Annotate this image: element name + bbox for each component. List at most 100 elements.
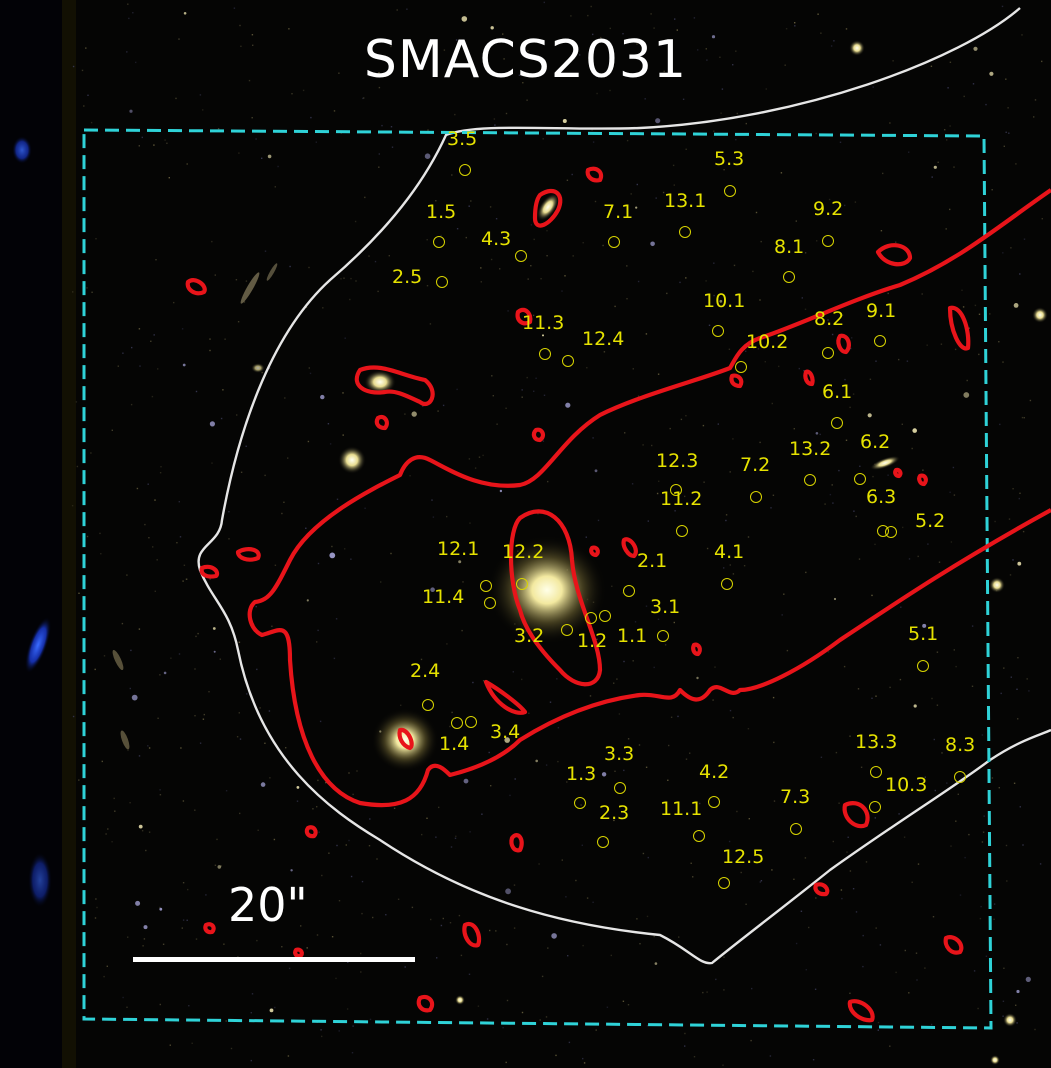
- image-label-10-2: 10.2: [746, 331, 789, 353]
- sky-noise: [71, 1, 1043, 1066]
- image-label-4-2: 4.2: [699, 761, 730, 783]
- critical-curve-blob-5: [199, 564, 220, 579]
- image-label-5-2: 5.2: [915, 510, 946, 532]
- critical-curve-blob-1: [185, 278, 207, 296]
- left-edge-strip: [0, 0, 62, 1068]
- image-label-12-4: 12.4: [582, 328, 625, 350]
- image-label-2-3: 2.3: [599, 802, 630, 824]
- image-label-9-2: 9.2: [813, 198, 844, 220]
- image-marker-7-2: [750, 491, 762, 503]
- blue-galaxy-bottom-left: [28, 852, 52, 908]
- critical-curve-blob-19: [374, 414, 389, 431]
- image-marker-3-1: [599, 610, 611, 622]
- critical-curve-blob-11: [416, 994, 435, 1013]
- critical-curve-arc-top: [532, 188, 563, 228]
- image-label-11-2: 11.2: [660, 488, 703, 510]
- image-marker-13-3: [870, 766, 882, 778]
- galaxy-small-1: [120, 730, 130, 750]
- scale-bar: [133, 957, 415, 962]
- image-marker-4-1: [721, 578, 733, 590]
- image-label-11-4: 11.4: [422, 586, 465, 608]
- critical-curve-blob-21: [803, 369, 815, 387]
- galaxy-right-star: [989, 577, 1005, 593]
- image-marker-12-2: [516, 578, 528, 590]
- outer-critical-curve: [247, 188, 1051, 808]
- image-marker-10-3: [869, 801, 881, 813]
- galaxy-bright-star: [338, 446, 366, 474]
- critical-curve-blob-10: [943, 935, 964, 955]
- image-label-2-1: 2.1: [637, 550, 668, 572]
- critical-curve-blob-25: [917, 473, 928, 487]
- galaxy-left-streak: [240, 272, 260, 304]
- image-marker-5-1: [917, 660, 929, 672]
- image-label-4-1: 4.1: [714, 541, 745, 563]
- image-label-12-5: 12.5: [722, 846, 765, 868]
- image-marker-7-1: [608, 236, 620, 248]
- image-marker-1-5: [433, 236, 445, 248]
- image-label-11-1: 11.1: [660, 798, 703, 820]
- critical-curve-blob-7: [842, 801, 870, 829]
- image-marker-4-3: [515, 250, 527, 262]
- critical-curve-blob-8: [509, 833, 524, 853]
- image-marker-12-1: [480, 580, 492, 592]
- critical-curve-blob-6: [397, 727, 414, 751]
- image-label-11-3: 11.3: [522, 312, 565, 334]
- image-marker-11-1: [693, 830, 705, 842]
- image-label-2-5: 2.5: [392, 266, 423, 288]
- image-marker-3-4: [465, 716, 477, 728]
- image-label-13-1: 13.1: [664, 190, 707, 212]
- image-marker-3-5: [459, 164, 471, 176]
- critical-curve-blob-26: [893, 467, 903, 479]
- galaxy-upper-pair: [364, 370, 396, 394]
- image-label-13-2: 13.2: [789, 438, 832, 460]
- image-label-6-1: 6.1: [822, 381, 853, 403]
- image-label-6-3: 6.3: [866, 486, 897, 508]
- image-marker-2-1: [623, 585, 635, 597]
- critical-curve-blob-2: [515, 307, 533, 326]
- image-label-3-4: 3.4: [490, 721, 521, 743]
- critical-curve-blob-22: [729, 373, 744, 389]
- galaxy-top-star: [849, 40, 865, 56]
- image-marker-12-4: [562, 355, 574, 367]
- critical-curve-blob-13: [621, 537, 638, 559]
- critical-curve-blob-3: [585, 166, 604, 183]
- image-marker-4-2: [708, 796, 720, 808]
- critical-curve-blob-14: [813, 882, 830, 897]
- galaxy-lower-right: [1003, 1013, 1017, 1027]
- image-marker-5-2: [885, 526, 897, 538]
- image-marker-2-5: [436, 276, 448, 288]
- critical-curve-blob-20: [836, 333, 851, 355]
- image-label-10-3: 10.3: [885, 774, 928, 796]
- image-label-13-3: 13.3: [855, 731, 898, 753]
- image-label-1-4: 1.4: [439, 733, 470, 755]
- image-marker-6-1: [831, 417, 843, 429]
- galaxy-right-elong: [869, 455, 901, 471]
- image-label-1-3: 1.3: [566, 763, 597, 785]
- galaxy-small-4: [455, 995, 465, 1005]
- critical-curve-blob-9: [462, 921, 482, 948]
- figure-title: SMACS2031: [363, 30, 688, 90]
- galaxy-far-right: [1032, 307, 1048, 323]
- image-marker-11-4: [484, 597, 496, 609]
- image-label-1-2: 1.2: [577, 630, 608, 652]
- image-marker-1-3: [574, 797, 586, 809]
- critical-curve-blob-23: [589, 545, 600, 558]
- image-label-2-4: 2.4: [410, 660, 441, 682]
- critical-curve-blob-16: [203, 922, 216, 935]
- image-label-9-1: 9.1: [866, 300, 897, 322]
- image-marker-2-4: [422, 699, 434, 711]
- image-marker-8-3: [954, 771, 966, 783]
- white-caustic-curve: [197, 7, 1051, 965]
- critical-curve-blob-12: [847, 999, 875, 1023]
- image-label-3-5: 3.5: [447, 128, 478, 150]
- critical-curve-blob-24: [691, 642, 702, 657]
- image-label-12-1: 12.1: [437, 538, 480, 560]
- image-marker-2-3: [597, 836, 609, 848]
- critical-curve-blob-4: [235, 547, 261, 562]
- critical-curve-lens-arc: [483, 679, 528, 715]
- image-marker-10-2: [735, 361, 747, 373]
- image-marker-9-1: [874, 335, 886, 347]
- image-label-3-1: 3.1: [650, 596, 681, 618]
- brightest-cluster-galaxy: [487, 535, 607, 645]
